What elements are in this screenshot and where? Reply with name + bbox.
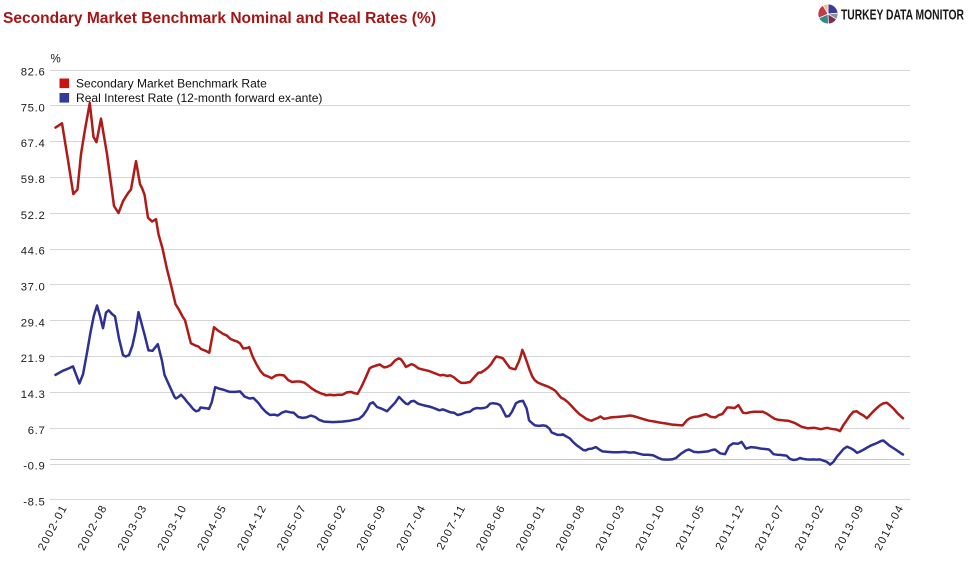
svg-text:Secondary Market Benchmark Nom: Secondary Market Benchmark Nominal and R… bbox=[3, 10, 436, 27]
svg-text:14.3: 14.3 bbox=[21, 389, 46, 401]
svg-text:-8.5: -8.5 bbox=[23, 497, 45, 509]
svg-text:67.4: 67.4 bbox=[21, 138, 46, 150]
svg-text:21.9: 21.9 bbox=[21, 353, 46, 365]
svg-text:Real Interest Rate (12-month f: Real Interest Rate (12-month forward ex-… bbox=[76, 91, 322, 105]
svg-text:52.2: 52.2 bbox=[21, 210, 46, 222]
svg-text:82.6: 82.6 bbox=[21, 67, 46, 79]
svg-text:6.7: 6.7 bbox=[28, 425, 46, 437]
svg-text:29.4: 29.4 bbox=[21, 317, 46, 329]
svg-text:Secondary Market Benchmark Rat: Secondary Market Benchmark Rate bbox=[76, 76, 267, 90]
svg-text:75.0: 75.0 bbox=[21, 102, 46, 114]
svg-text:%: % bbox=[51, 54, 61, 66]
svg-text:59.8: 59.8 bbox=[21, 174, 46, 186]
svg-text:37.0: 37.0 bbox=[21, 282, 46, 294]
svg-text:TURKEY DATA MONITOR: TURKEY DATA MONITOR bbox=[841, 6, 964, 23]
svg-text:-0.9: -0.9 bbox=[23, 461, 45, 473]
svg-text:44.6: 44.6 bbox=[21, 246, 46, 258]
